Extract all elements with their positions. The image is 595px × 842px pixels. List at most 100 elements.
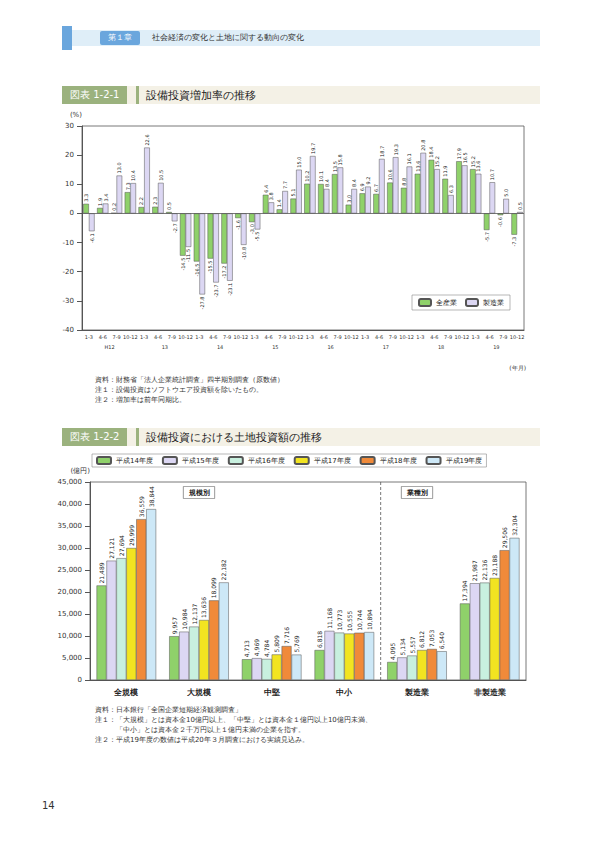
svg-text:7,716: 7,716 <box>283 627 290 644</box>
svg-text:7-9: 7-9 <box>112 334 120 340</box>
svg-text:H12: H12 <box>105 344 115 350</box>
svg-text:10.6: 10.6 <box>387 169 393 180</box>
svg-text:10-12: 10-12 <box>510 334 525 340</box>
svg-text:7-9: 7-9 <box>223 334 231 340</box>
svg-text:10.2: 10.2 <box>304 171 310 182</box>
svg-text:5.1: 5.1 <box>290 189 296 197</box>
svg-text:1-3: 1-3 <box>361 334 369 340</box>
svg-text:3.4: 3.4 <box>103 194 109 202</box>
svg-text:7-9: 7-9 <box>389 334 397 340</box>
svg-text:全産業: 全産業 <box>436 299 457 307</box>
svg-text:6.3: 6.3 <box>448 185 454 193</box>
svg-text:2.2: 2.2 <box>138 197 144 205</box>
svg-text:4-6: 4-6 <box>485 334 493 340</box>
svg-text:1-3: 1-3 <box>85 334 93 340</box>
svg-text:10.5: 10.5 <box>158 170 164 181</box>
svg-text:4-6: 4-6 <box>209 334 217 340</box>
svg-text:10-12: 10-12 <box>455 334 470 340</box>
svg-text:1.4: 1.4 <box>276 199 282 207</box>
svg-text:0.5: 0.5 <box>517 202 523 210</box>
svg-text:10-12: 10-12 <box>344 334 359 340</box>
svg-text:-6.1: -6.1 <box>89 233 95 243</box>
svg-text:-11.5: -11.5 <box>185 249 191 262</box>
svg-text:16.5: 16.5 <box>462 152 468 163</box>
svg-text:3.0: 3.0 <box>346 195 352 203</box>
svg-text:7-9: 7-9 <box>333 334 341 340</box>
svg-text:全規模: 全規模 <box>113 688 139 697</box>
svg-text:21,987: 21,987 <box>471 560 478 581</box>
svg-text:6.4: 6.4 <box>263 185 269 193</box>
svg-text:38,844: 38,844 <box>148 486 155 507</box>
svg-text:-17.2: -17.2 <box>221 266 227 279</box>
svg-text:(年月): (年月) <box>509 364 526 371</box>
svg-text:15.2: 15.2 <box>434 156 440 167</box>
svg-text:-10.8: -10.8 <box>241 247 247 260</box>
svg-text:35,000: 35,000 <box>58 522 83 530</box>
svg-text:(%): (%) <box>70 111 82 119</box>
svg-text:22,182: 22,182 <box>220 559 227 580</box>
svg-text:大規模: 大規模 <box>187 688 212 697</box>
svg-text:10-12: 10-12 <box>289 334 304 340</box>
svg-text:-20: -20 <box>63 268 74 276</box>
svg-text:13.0: 13.0 <box>116 162 122 173</box>
svg-text:7.3: 7.3 <box>125 182 131 190</box>
svg-text:29,999: 29,999 <box>128 525 135 546</box>
svg-text:16.1: 16.1 <box>406 153 412 164</box>
svg-text:10.4: 10.4 <box>130 170 136 181</box>
svg-text:-30: -30 <box>63 297 74 305</box>
svg-text:平成17年度: 平成17年度 <box>314 457 351 465</box>
svg-text:18,099: 18,099 <box>210 577 217 598</box>
svg-text:5,000: 5,000 <box>62 654 82 662</box>
svg-text:7-9: 7-9 <box>444 334 452 340</box>
svg-text:4-6: 4-6 <box>430 334 438 340</box>
svg-text:3.3: 3.3 <box>83 194 89 202</box>
svg-text:-5.5: -5.5 <box>254 231 260 241</box>
svg-text:13.6: 13.6 <box>475 161 481 172</box>
svg-text:11,168: 11,168 <box>326 608 333 629</box>
svg-text:4-6: 4-6 <box>375 334 383 340</box>
svg-text:中堅: 中堅 <box>264 688 281 697</box>
svg-text:1-3: 1-3 <box>140 334 148 340</box>
svg-text:19.7: 19.7 <box>310 143 316 154</box>
svg-text:13,636: 13,636 <box>200 597 207 618</box>
svg-text:30: 30 <box>65 122 74 130</box>
svg-text:13: 13 <box>162 344 168 350</box>
svg-text:7-9: 7-9 <box>168 334 176 340</box>
svg-text:10: 10 <box>65 180 74 188</box>
svg-text:-27.8: -27.8 <box>199 296 205 309</box>
svg-text:32,304: 32,304 <box>511 515 518 536</box>
svg-text:21,489: 21,489 <box>98 562 105 583</box>
svg-text:0: 0 <box>78 676 82 684</box>
svg-text:-7.3: -7.3 <box>511 237 517 247</box>
svg-text:非製造業: 非製造業 <box>473 688 506 697</box>
svg-text:平成19年度: 平成19年度 <box>446 457 483 465</box>
svg-text:10,984: 10,984 <box>181 608 188 629</box>
svg-text:4,969: 4,969 <box>253 639 260 656</box>
svg-text:22,136: 22,136 <box>481 559 488 580</box>
svg-text:5,809: 5,809 <box>273 635 280 652</box>
svg-text:5,134: 5,134 <box>399 638 406 655</box>
svg-text:10,894: 10,894 <box>366 609 373 630</box>
svg-text:1-3: 1-3 <box>472 334 480 340</box>
svg-text:15.8: 15.8 <box>337 154 343 165</box>
svg-text:4,713: 4,713 <box>243 640 250 657</box>
svg-text:11.9: 11.9 <box>442 166 448 177</box>
svg-text:2.3: 2.3 <box>152 197 158 205</box>
svg-text:7,053: 7,053 <box>428 630 435 647</box>
svg-text:-15.5: -15.5 <box>207 261 213 274</box>
svg-text:30,000: 30,000 <box>58 544 83 552</box>
svg-text:平成18年度: 平成18年度 <box>380 457 417 465</box>
svg-text:10.7: 10.7 <box>489 169 495 180</box>
svg-text:4-6: 4-6 <box>320 334 328 340</box>
svg-text:7-9: 7-9 <box>499 334 507 340</box>
svg-text:5.0: 5.0 <box>503 189 509 197</box>
svg-text:6,812: 6,812 <box>418 631 425 648</box>
svg-text:20,000: 20,000 <box>58 588 83 596</box>
svg-text:1-3: 1-3 <box>306 334 314 340</box>
svg-text:4-6: 4-6 <box>154 334 162 340</box>
svg-text:-16.5: -16.5 <box>194 264 200 277</box>
svg-text:-5.7: -5.7 <box>484 232 490 242</box>
svg-text:10,744: 10,744 <box>356 610 363 631</box>
svg-text:4,784: 4,784 <box>263 640 270 657</box>
svg-text:平成15年度: 平成15年度 <box>182 457 219 465</box>
